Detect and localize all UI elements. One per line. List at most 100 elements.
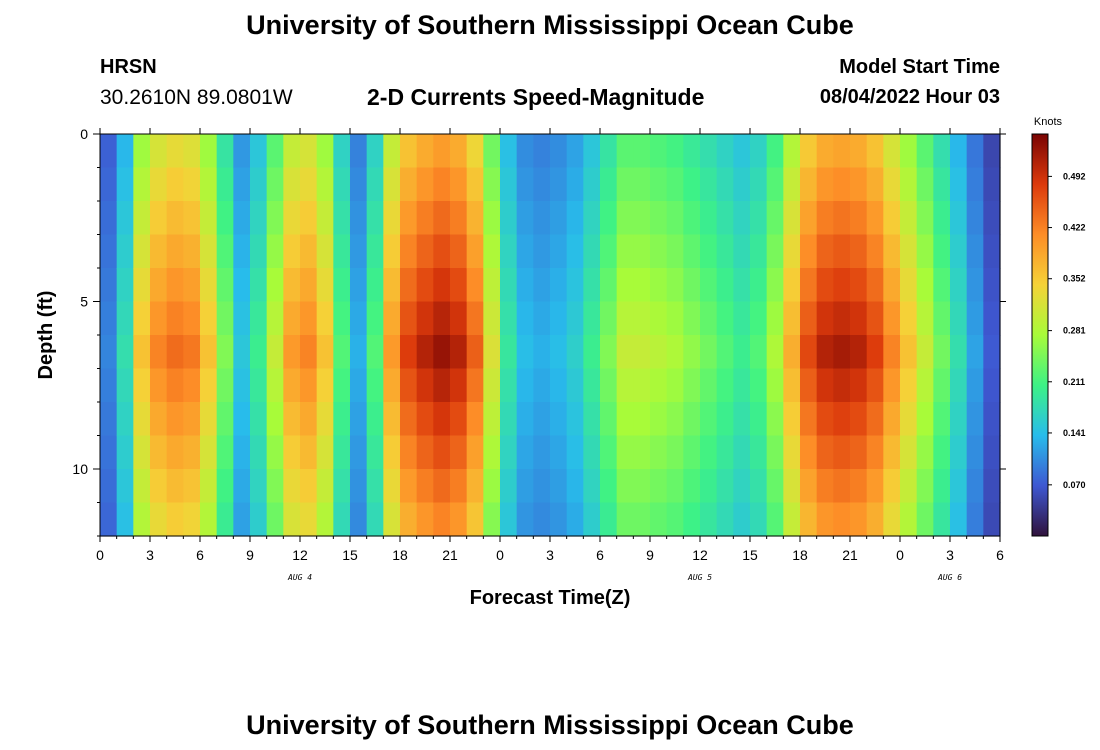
heatmap-cell (300, 268, 318, 303)
heatmap-cell (800, 402, 818, 437)
heatmap-cell (850, 268, 868, 303)
heatmap-cell (233, 402, 251, 437)
heatmap-cell (183, 301, 201, 336)
heatmap-cell (533, 469, 551, 504)
heatmap-cell (500, 335, 518, 370)
heatmap-cell (666, 435, 684, 470)
heatmap-cell (500, 134, 518, 169)
heatmap-cell (316, 502, 334, 537)
heatmap-cell (383, 234, 401, 269)
heatmap-cell (583, 335, 601, 370)
heatmap-cell (133, 502, 151, 537)
heatmap-cell (683, 368, 701, 403)
heatmap-cell (666, 335, 684, 370)
heatmap-cell (350, 301, 368, 336)
x-tick-label: 18 (792, 547, 808, 563)
heatmap-cell (883, 335, 901, 370)
heatmap-cell (850, 469, 868, 504)
heatmap-cell (133, 368, 151, 403)
heatmap-cell (650, 201, 668, 236)
heatmap-cell (283, 402, 301, 437)
heatmap-cell (616, 368, 634, 403)
station-name: HRSN (100, 56, 157, 78)
heatmap-cell (250, 134, 268, 169)
heatmap-cell (566, 502, 584, 537)
heatmap-cell (233, 167, 251, 202)
heatmap-cell (833, 134, 851, 169)
heatmap-cell (383, 268, 401, 303)
heatmap-cell (466, 301, 484, 336)
heatmap-cell (400, 335, 418, 370)
heatmap-cell (216, 301, 234, 336)
heatmap-cell (333, 435, 351, 470)
heatmap-cell (983, 435, 1001, 470)
heatmap-cell (166, 234, 184, 269)
heatmap-cell (433, 469, 451, 504)
heatmap-cell (733, 368, 751, 403)
heatmap-cell (416, 167, 434, 202)
heatmap-cell (183, 234, 201, 269)
colorbar-tick-label: 0.070 (1063, 480, 1086, 490)
heatmap-cell (650, 134, 668, 169)
heatmap-cell (433, 201, 451, 236)
heatmap-cell (800, 268, 818, 303)
heatmap-cell (483, 167, 501, 202)
heatmap-cell (316, 268, 334, 303)
heatmap-cell (483, 368, 501, 403)
heatmap-cell (733, 402, 751, 437)
heatmap-cell (350, 167, 368, 202)
heatmap-cell (866, 435, 884, 470)
heatmap-cell (216, 134, 234, 169)
heatmap-cell (550, 469, 568, 504)
heatmap-cell (300, 335, 318, 370)
heatmap-cells (100, 134, 1001, 537)
heatmap-cell (183, 134, 201, 169)
heatmap-cell (883, 268, 901, 303)
heatmap-cell (433, 502, 451, 537)
heatmap-cell (233, 268, 251, 303)
heatmap-cell (783, 234, 801, 269)
heatmap-cell (316, 368, 334, 403)
heatmap-cell (816, 368, 834, 403)
heatmap-cell (583, 201, 601, 236)
heatmap-cell (766, 268, 784, 303)
heatmap-cell (583, 469, 601, 504)
heatmap-cell (133, 469, 151, 504)
heatmap-cell (633, 335, 651, 370)
heatmap-cell (750, 435, 768, 470)
heatmap-cell (300, 368, 318, 403)
heatmap-cell (366, 268, 384, 303)
heatmap-cell (450, 469, 468, 504)
heatmap-cell (833, 368, 851, 403)
heatmap-cell (633, 502, 651, 537)
heatmap-cell (933, 435, 951, 470)
heatmap-cell (833, 469, 851, 504)
heatmap-cell (400, 435, 418, 470)
y-axis-title: Depth (ft) (35, 291, 57, 380)
heatmap-cell (800, 234, 818, 269)
heatmap-cell (750, 134, 768, 169)
heatmap-cell (716, 268, 734, 303)
x-tick-label: 0 (896, 547, 904, 563)
heatmap-cell (716, 469, 734, 504)
x-tick-label: 12 (292, 547, 308, 563)
heatmap-cell (666, 402, 684, 437)
heatmap-cell (483, 201, 501, 236)
heatmap-cell (450, 335, 468, 370)
heatmap-cell (450, 268, 468, 303)
heatmap-cell (616, 234, 634, 269)
heatmap-cell (600, 268, 618, 303)
heatmap-cell (816, 167, 834, 202)
heatmap-cell (783, 469, 801, 504)
heatmap-cell (950, 268, 968, 303)
heatmap-cell (666, 469, 684, 504)
heatmap-cell (900, 167, 918, 202)
heatmap-cell (850, 167, 868, 202)
heatmap-cell (733, 502, 751, 537)
heatmap-cell (316, 234, 334, 269)
station-coordinates: 30.2610N 89.0801W (100, 86, 293, 109)
heatmap-cell (716, 301, 734, 336)
heatmap-cell (216, 234, 234, 269)
heatmap-cell (333, 167, 351, 202)
heatmap-cell (333, 134, 351, 169)
